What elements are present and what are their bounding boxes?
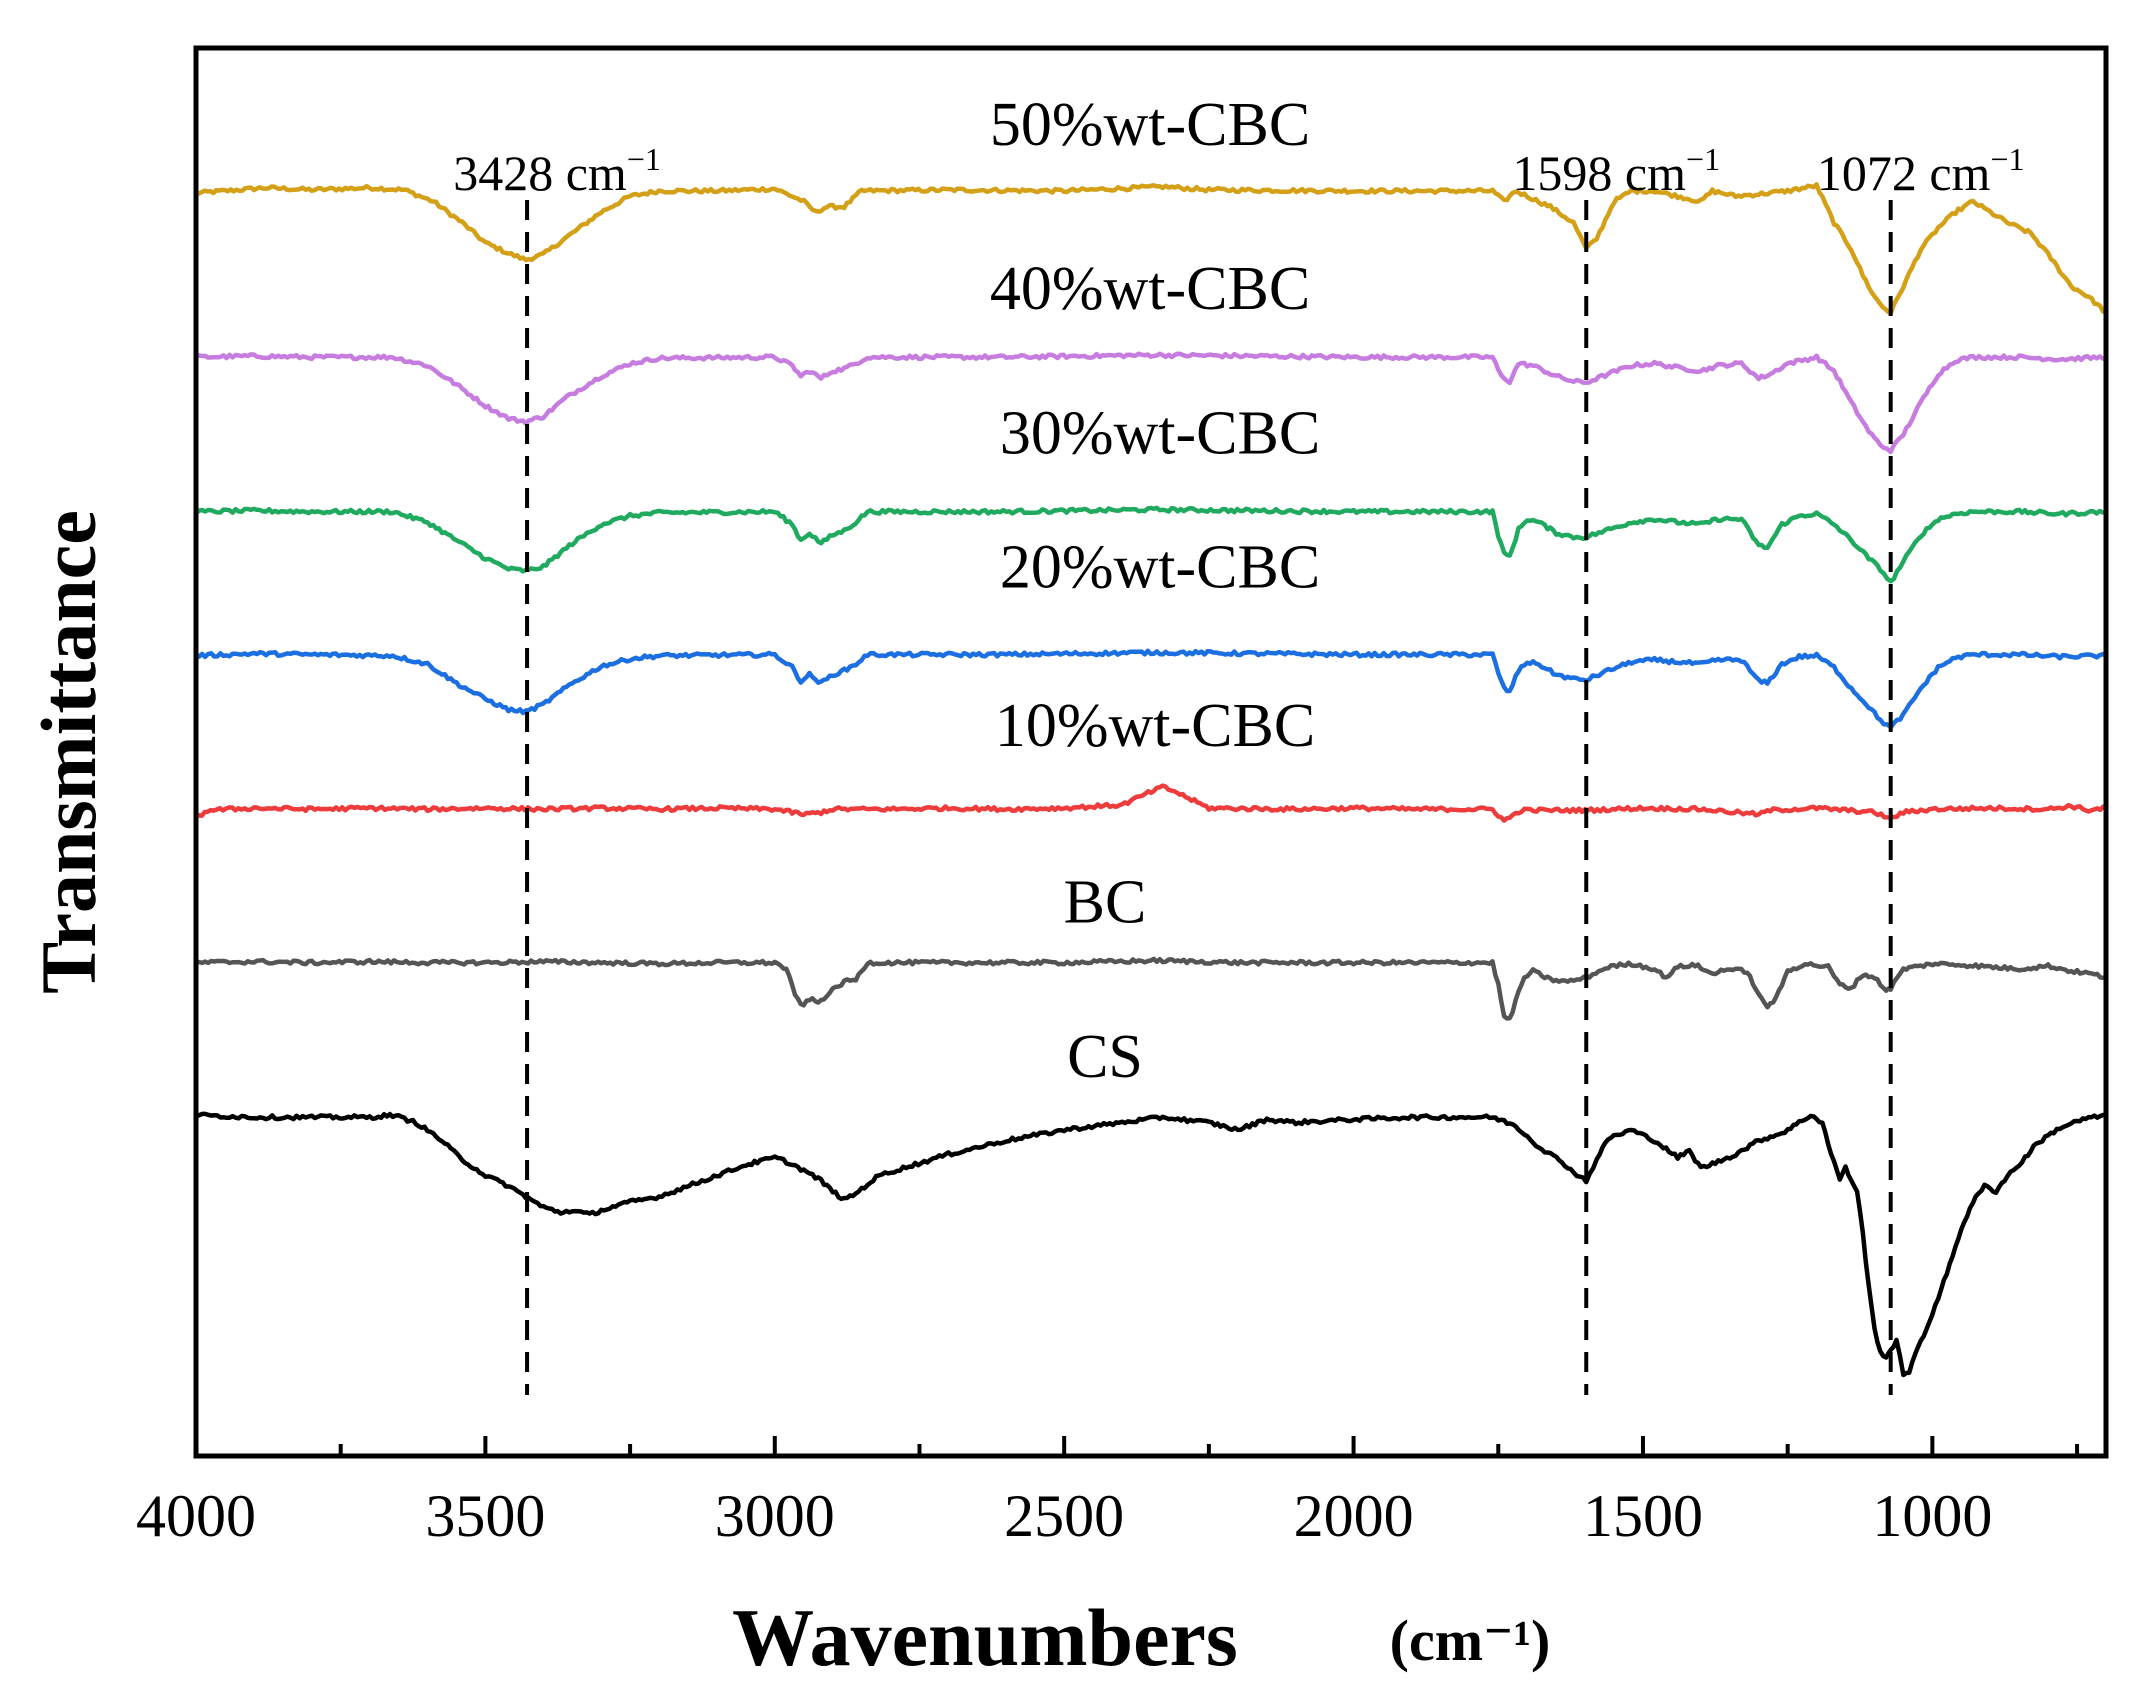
x-tick-label-1500: 1500 <box>1583 1483 1703 1549</box>
series-label-layer: 50%wt-CBC 40%wt-CBC 30%wt-CBC 20%wt-CBC 10%w… <box>990 91 1320 1091</box>
x-tick-label-1000: 1000 <box>1872 1483 1992 1549</box>
series-layer <box>194 182 2108 1378</box>
series-line-cs <box>195 1111 2107 1378</box>
x-axis-unit: (cm⁻¹) <box>1390 1608 1551 1673</box>
y-axis-title: Transmittance <box>25 510 112 994</box>
x-tick-label-3500: 3500 <box>425 1483 545 1549</box>
x-tick-label-2500: 2500 <box>1004 1483 1124 1549</box>
plot-frame <box>193 45 2109 1459</box>
x-tick-layer: 4000 3500 3000 2500 2000 1500 1000 <box>136 1436 2080 1549</box>
annotation-label-3428: 3428 cm−1 <box>453 141 661 201</box>
x-tick-label-3000: 3000 <box>715 1483 835 1549</box>
annotation-label-1598: 1598 cm−1 <box>1512 141 1720 201</box>
series-label-20-wt-cbc: 20%wt-CBC <box>1000 534 1320 602</box>
series-line-20-wt-cbc <box>195 648 2108 730</box>
series-label-50-wt-cbc: 50%wt-CBC <box>990 91 1310 159</box>
series-label-bc: BC <box>1064 869 1147 937</box>
series-line-30-wt-cbc <box>194 505 2107 584</box>
series-label-30-wt-cbc: 30%wt-CBC <box>1000 400 1320 468</box>
series-label-cs: CS <box>1067 1023 1143 1091</box>
x-axis-title: Wavenumbers <box>732 1592 1238 1683</box>
series-line-bc <box>195 956 2107 1021</box>
x-tick-label-2000: 2000 <box>1294 1483 1414 1549</box>
series-line-50-wt-cbc <box>195 182 2107 316</box>
series-line-10-wt-cbc <box>194 783 2107 823</box>
annotation-label-1072: 1072 cm−1 <box>1817 141 2025 201</box>
x-tick-label-4000: 4000 <box>136 1483 256 1549</box>
series-line-40-wt-cbc <box>195 351 2107 455</box>
series-label-10-wt-cbc: 10%wt-CBC <box>995 692 1315 760</box>
series-label-40-wt-cbc: 40%wt-CBC <box>990 255 1310 323</box>
annotation-layer: 3428 cm−1 1598 cm−1 1072 cm−1 <box>453 141 2025 1395</box>
